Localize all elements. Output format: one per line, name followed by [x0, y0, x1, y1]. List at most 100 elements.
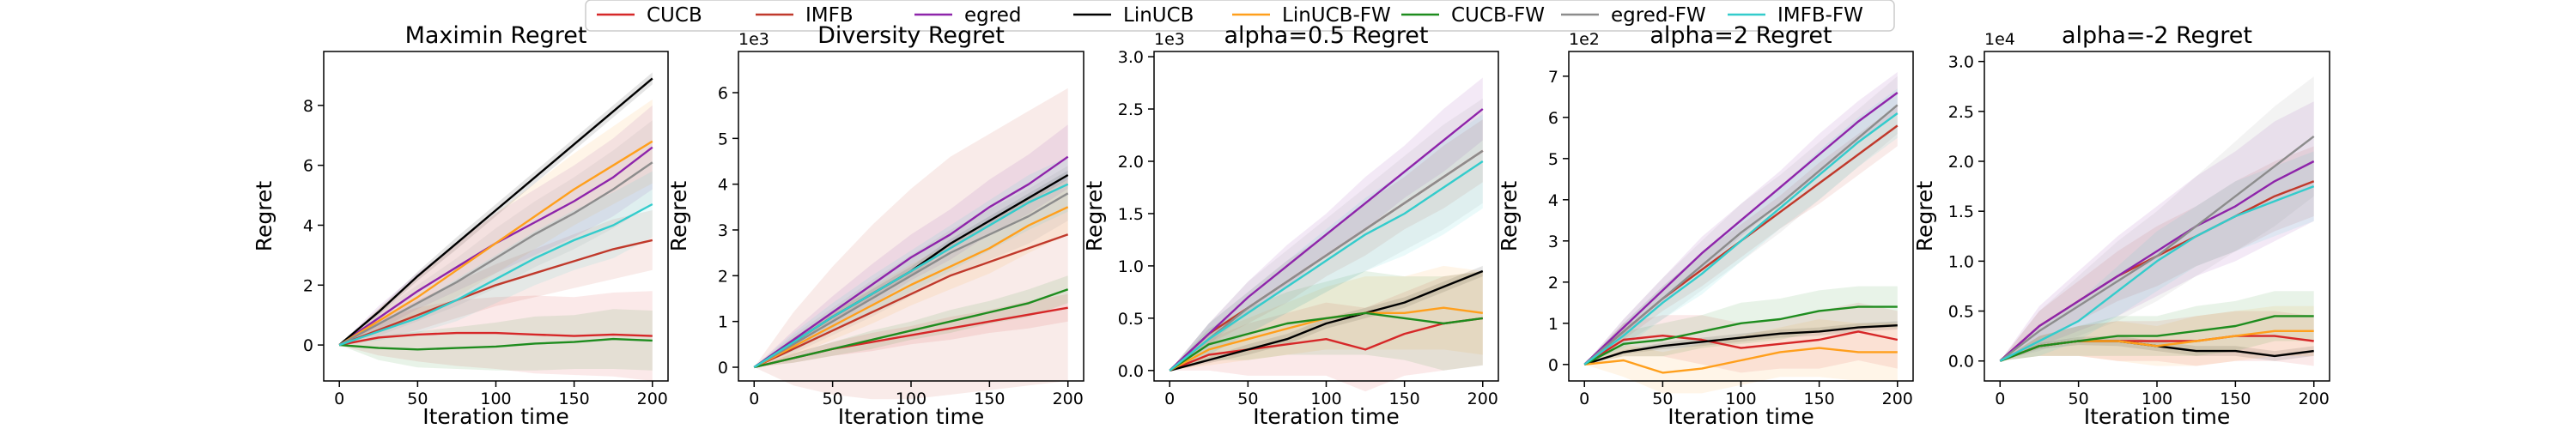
x-tick-label: 150 — [559, 390, 590, 408]
legend-item: LinUCB — [1073, 4, 1194, 27]
legend-label: CUCB-FW — [1451, 4, 1545, 27]
y-tick-label: 1.0 — [1948, 252, 1974, 271]
series-line — [339, 337, 653, 351]
legend-item: IMFB-FW — [1728, 4, 1863, 27]
series-line — [753, 192, 1069, 369]
series-band — [1170, 271, 1483, 392]
series-band — [1170, 114, 1483, 371]
series-band — [2000, 291, 2314, 361]
x-tick-label: 150 — [974, 390, 1005, 408]
x-tick-label: 150 — [1389, 390, 1420, 408]
series-band — [339, 309, 653, 371]
series-line — [338, 161, 653, 347]
series-line — [338, 331, 653, 347]
series-line — [338, 202, 653, 347]
chart-panel: 0 50 100 150 200 0.0 0.5 1.0 1.5 2.0 2.5 3.0 1e3 alph… — [1082, 22, 1499, 429]
x-tick-label: 150 — [1804, 390, 1835, 408]
y-tick-label: 6 — [1548, 109, 1558, 128]
series-band — [339, 291, 653, 381]
y-tick-label: 2.0 — [1948, 153, 1974, 172]
y-axis-label: Regret — [1912, 181, 1937, 252]
y-tick-label: 0 — [1548, 356, 1558, 375]
series-line — [1583, 330, 1899, 366]
x-tick-label: 0 — [334, 390, 344, 408]
series-band — [1170, 265, 1483, 371]
y-tick-label: 6 — [303, 157, 313, 176]
series-line — [1999, 315, 2314, 362]
chart-panel: 0 50 100 150 200 0 1 2 3 4 5 6 1e3 Diversity Regret It… — [666, 22, 1084, 429]
series-line — [1999, 135, 2315, 362]
x-tick-label: 100 — [1725, 390, 1756, 408]
x-axis-label: Iteration time — [1668, 404, 1814, 429]
y-tick-label: 1.5 — [1118, 205, 1144, 224]
legend-label: IMFB — [805, 4, 854, 27]
plot-area — [324, 51, 668, 381]
series-line — [1583, 104, 1899, 366]
y-tick-label: 0.0 — [1118, 362, 1144, 381]
y-axis-label: Regret — [1082, 181, 1107, 252]
series-line — [1583, 324, 1898, 366]
series-line — [753, 206, 1069, 369]
series-line — [753, 233, 1069, 369]
chart-title: Maximin Regret — [405, 22, 587, 49]
series-band — [2000, 76, 2314, 361]
y-tick-label: 7 — [1548, 68, 1558, 87]
x-tick-label: 0 — [749, 390, 759, 408]
legend-label: LinUCB-FW — [1282, 4, 1391, 27]
chart-title: Diversity Regret — [817, 22, 1005, 49]
series-line — [1169, 149, 1484, 372]
y-tick-label: 4 — [1548, 191, 1558, 210]
y-tick-label: 1 — [1548, 315, 1558, 334]
y-tick-label: 0 — [718, 359, 728, 378]
y-tick-label: 4 — [718, 176, 728, 195]
x-tick-label: 100 — [480, 390, 511, 408]
series-line — [1169, 317, 1483, 372]
y-tick-label: 3.0 — [1118, 48, 1144, 67]
series-band — [754, 275, 1068, 367]
y-tick-label: 0.0 — [1948, 353, 1974, 372]
chart-panel: 0 50 100 150 200 0.0 0.5 1.0 1.5 2.0 2.5 3.0 1e4 alph… — [1912, 22, 2330, 429]
legend-label: LinUCB — [1123, 4, 1194, 27]
y-tick-label: 8 — [303, 97, 313, 116]
y-tick-label: 1 — [718, 313, 728, 332]
axis-offset-label: 1e2 — [1569, 30, 1600, 49]
x-tick-label: 100 — [2142, 390, 2172, 408]
y-axis-label: Regret — [1497, 181, 1522, 252]
series-band — [2000, 101, 2314, 361]
axis-offset-label: 1e3 — [738, 30, 769, 49]
y-tick-label: 2 — [1548, 274, 1558, 293]
series-line — [1999, 160, 2315, 362]
y-tick-label: 5 — [1548, 150, 1558, 169]
y-tick-label: 0 — [303, 336, 313, 355]
series-line — [1583, 112, 1899, 366]
y-tick-label: 5 — [718, 130, 728, 148]
series-band — [2000, 146, 2314, 361]
series-line — [1169, 311, 1483, 372]
series-line — [338, 77, 653, 347]
chart-title: alpha=2 Regret — [1649, 22, 1832, 49]
y-tick-label: 1.0 — [1118, 257, 1144, 276]
series-line — [1583, 305, 1898, 366]
series-band — [754, 156, 1068, 367]
x-axis-label: Iteration time — [838, 404, 984, 429]
plot-area — [738, 51, 1084, 381]
series-line — [1999, 184, 2315, 362]
legend-item: CUCB-FW — [1401, 4, 1545, 27]
x-tick-label: 100 — [1310, 390, 1341, 408]
x-tick-label: 50 — [1652, 390, 1673, 408]
axis-offset-label: 1e3 — [1154, 30, 1185, 49]
series-band — [1584, 88, 1898, 365]
x-tick-label: 200 — [1053, 390, 1084, 408]
series-band — [339, 105, 653, 346]
series-line — [754, 288, 1069, 369]
y-tick-label: 3 — [718, 221, 728, 240]
series-line — [1169, 160, 1484, 372]
legend-item: egred-FW — [1561, 4, 1706, 27]
x-tick-label: 50 — [823, 390, 843, 408]
series-band — [2000, 335, 2314, 361]
x-tick-label: 50 — [2069, 390, 2089, 408]
y-tick-label: 4 — [303, 216, 313, 235]
chart-title: alpha=0.5 Regret — [1224, 22, 1429, 49]
legend-item: egred — [914, 4, 1021, 27]
